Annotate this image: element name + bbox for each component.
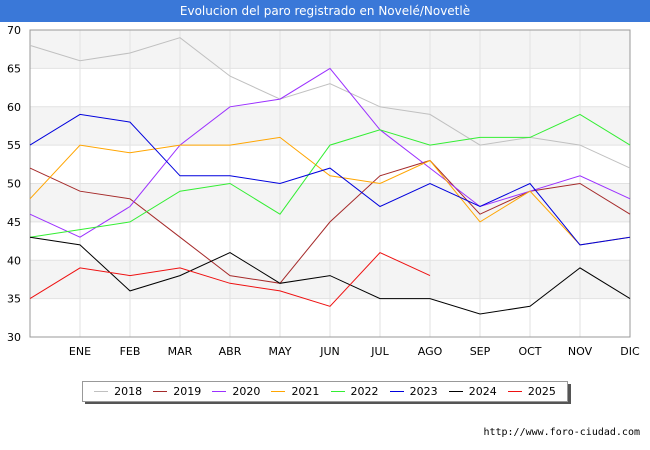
legend-label: 2020 — [232, 385, 261, 398]
y-tick-label: 40 — [7, 254, 21, 267]
x-tick-label: ABR — [219, 345, 242, 358]
y-tick-label: 30 — [7, 331, 21, 344]
legend-item-2025: 2025 — [507, 385, 556, 398]
legend-label: 2021 — [291, 385, 320, 398]
x-tick-label: NOV — [568, 345, 593, 358]
legend: 2018 2019 2020 2021 2022 2023 2024 2025 — [82, 381, 568, 402]
y-tick-label: 55 — [7, 139, 21, 152]
legend-label: 2022 — [350, 385, 379, 398]
series-line-2022 — [29, 113, 631, 238]
y-tick-label: 70 — [7, 24, 21, 37]
legend-swatch — [330, 391, 345, 392]
chart-title: Evolucion del paro registrado en Novelé/… — [0, 0, 650, 22]
footer-url: http://www.foro-ciudad.com — [483, 427, 640, 438]
x-tick-label: DIC — [620, 345, 640, 358]
legend-swatch — [94, 391, 109, 392]
series-line-2024 — [29, 236, 631, 315]
legend-item-2020: 2020 — [212, 385, 260, 398]
legend-item-2018: 2018 — [94, 385, 142, 398]
series-lines — [29, 37, 631, 315]
legend-item-2019: 2019 — [153, 385, 201, 398]
legend-item-2022: 2022 — [330, 385, 379, 398]
x-tick-label: MAR — [168, 345, 193, 358]
y-tick-label: 35 — [7, 293, 21, 306]
legend-swatch — [271, 391, 286, 392]
y-tick-label: 60 — [7, 101, 21, 114]
x-tick-label: JUL — [370, 345, 389, 358]
legend-label: 2025 — [527, 385, 556, 398]
legend-label: 2024 — [468, 385, 497, 398]
x-tick-label: OCT — [518, 345, 541, 358]
y-axis-ticks: 30 35 40 45 50 55 60 65 70 — [7, 24, 21, 344]
x-tick-label: ENE — [69, 345, 91, 358]
legend-swatch — [389, 391, 404, 392]
legend-swatch — [153, 391, 168, 392]
series-line-2023 — [29, 113, 631, 246]
x-tick-label: AGO — [418, 345, 443, 358]
legend-item-2024: 2024 — [448, 385, 497, 398]
legend-swatch — [212, 391, 227, 392]
x-tick-label: JUN — [319, 345, 340, 358]
legend-item-2021: 2021 — [271, 385, 319, 398]
y-tick-label: 50 — [7, 178, 21, 191]
x-axis-ticks: ENE FEB MAR ABR MAY JUN JUL AGO SEP OCT NOV DIC — [69, 345, 640, 358]
legend-item-2023: 2023 — [389, 385, 438, 398]
series-line-2025 — [29, 251, 431, 307]
y-tick-label: 45 — [7, 216, 21, 229]
x-tick-label: SEP — [470, 345, 491, 358]
series-line-2021 — [29, 136, 631, 246]
legend-label: 2023 — [409, 385, 438, 398]
x-tick-label: MAY — [269, 345, 292, 358]
legend-swatch — [448, 391, 463, 392]
legend-swatch — [507, 391, 522, 392]
y-tick-label: 65 — [7, 62, 21, 75]
legend-label: 2019 — [173, 385, 202, 398]
x-tick-label: FEB — [120, 345, 141, 358]
plot-frame — [29, 29, 631, 338]
legend-label: 2018 — [114, 385, 143, 398]
